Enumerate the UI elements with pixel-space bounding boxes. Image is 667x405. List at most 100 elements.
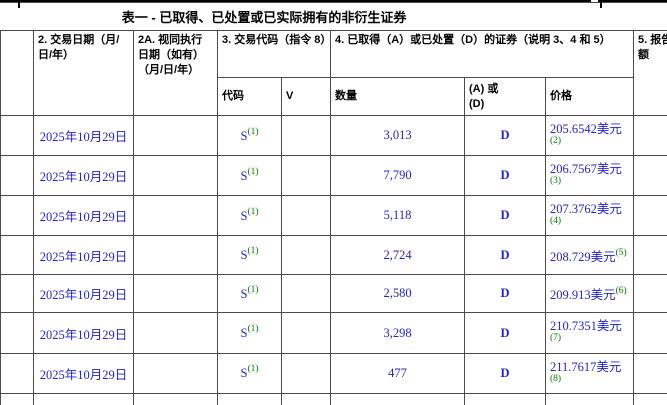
footnote-ref[interactable]: (8)	[550, 373, 562, 384]
transaction-date-value: 2025年10月29日	[33, 155, 134, 197]
transaction-date-value	[33, 392, 134, 405]
price-text: 205.6542美元	[550, 122, 622, 136]
deemed-date-value	[133, 235, 218, 275]
header-owned-after: 5. 报告交易后实际拥有的证券数额	[632, 30, 667, 116]
price-text: 209.913美元	[550, 288, 616, 303]
table-title-row: 表一 - 已取得、已处置或已实际拥有的非衍生证券	[0, 2, 667, 31]
price-text: 206.7567美元	[550, 162, 622, 177]
footnote-ref[interactable]: (3)	[550, 176, 562, 187]
table-row: 2025年10月29日 S(1) 2,580 D 209.913美元(6)	[0, 273, 667, 314]
cell-col1b	[0, 155, 34, 197]
amount-value	[330, 392, 465, 405]
cell-col1b	[0, 392, 34, 405]
a-or-d-value: D	[464, 155, 546, 197]
v-value	[281, 235, 331, 275]
price-value: 210.7351美元(7)	[545, 312, 634, 354]
amount-value: 7,790	[330, 155, 465, 197]
cell-col1b	[0, 312, 34, 354]
footnote-ref[interactable]: (1)	[247, 206, 259, 217]
previous-table-border-right	[598, 0, 667, 2]
owned-after-value	[632, 392, 667, 405]
cell-col1b	[0, 114, 34, 157]
footnote-ref[interactable]: (1)	[247, 166, 259, 177]
transaction-code-value: S(1)	[217, 352, 282, 394]
price-value: 211.7617美元(8)	[545, 352, 634, 394]
footnote-ref[interactable]: (5)	[615, 247, 627, 258]
table-row: 2025年10月29日 S(1) 2,724 D 208.729美元(5)	[0, 235, 667, 275]
footnote-ref[interactable]: (6)	[615, 286, 627, 297]
transaction-code-value: S(1)	[217, 312, 282, 354]
transaction-code-value: S(1)	[217, 273, 282, 314]
footnote-ref[interactable]: (1)	[247, 126, 259, 137]
transaction-date-value: 2025年10月29日	[33, 352, 134, 394]
footnote-ref[interactable]: (4)	[550, 216, 562, 227]
transaction-code-value: S(1)	[217, 195, 282, 237]
price-value: 208.729美元(5)	[545, 235, 634, 275]
cell-col1b	[0, 352, 34, 394]
subheader-code: 代码	[217, 77, 282, 116]
transaction-date-value: 2025年10月29日	[33, 235, 134, 275]
deemed-date-value	[133, 312, 218, 354]
v-value	[281, 155, 331, 197]
v-value	[281, 195, 331, 237]
a-or-d-value: D	[464, 352, 546, 394]
transaction-code-value: S(1)	[217, 235, 282, 275]
header-transaction-code: 3. 交易代码（指令 8）	[217, 30, 331, 78]
deemed-date-value	[133, 195, 218, 237]
owned-after-value	[632, 114, 667, 157]
price-value: 209.913美元(6)	[545, 273, 634, 314]
previous-table-column-tick	[18, 0, 20, 8]
footnote-ref[interactable]: (1)	[247, 364, 259, 375]
cell-col1b	[0, 195, 34, 237]
a-or-d-value: D	[464, 273, 546, 314]
a-or-d-value: D	[464, 235, 546, 275]
deemed-date-value	[133, 155, 218, 197]
transaction-code-value: S(1)	[217, 155, 282, 197]
header-acquired-disposed: 4. 已取得（A）或已处置（D）的证券（说明 3、4 和 5）	[330, 30, 634, 78]
previous-table-border-left	[0, 0, 591, 2]
footnote-ref[interactable]: (1)	[247, 246, 259, 257]
code-letter: S	[240, 168, 248, 183]
footnote-ref[interactable]: (1)	[247, 284, 259, 295]
table-row: 2025年10月29日 S(1) 5,118 D 207.3762美元(4)	[0, 195, 667, 237]
owned-after-value	[632, 312, 667, 354]
subheader-v: V	[281, 77, 331, 116]
amount-value: 2,580	[330, 273, 465, 314]
owned-after-value	[632, 195, 667, 237]
price-text: 208.729美元	[550, 249, 616, 264]
footnote-ref[interactable]: (7)	[550, 333, 562, 344]
v-value	[281, 392, 331, 405]
subheader-a-or-d: (A) 或 (D)	[464, 77, 546, 116]
price-value	[545, 392, 634, 405]
a-or-d-value	[464, 392, 546, 405]
table-row: 2025年10月29日 S(1) 3,013 D 205.6542美元(2)	[0, 114, 667, 157]
deemed-date-value	[133, 352, 218, 394]
footnote-ref[interactable]: (2)	[550, 136, 562, 146]
table-row: 2025年10月29日 S(1) 477 D 211.7617美元(8)	[0, 352, 667, 394]
a-or-d-value: D	[464, 114, 546, 157]
header-row: 2. 交易日期（月/日/年） 2A. 视同执行日期（如有）（月/日/年） 3. …	[0, 30, 667, 116]
price-text: 211.7617美元	[550, 359, 622, 374]
transaction-date-value: 2025年10月29日	[33, 312, 134, 354]
table-row: 2025年10月29日 S(1) 3,298 D 210.7351美元(7)	[0, 312, 667, 354]
owned-after-value	[632, 235, 667, 275]
a-or-d-value: D	[464, 312, 546, 354]
owned-after-value	[632, 273, 667, 314]
subheader-amount: 数量	[330, 77, 465, 116]
v-value	[281, 352, 331, 394]
subheader-row: 代码 V 数量 (A) 或 (D) 价格	[0, 77, 667, 116]
price-value: 206.7567美元(3)	[545, 155, 634, 197]
transaction-date-value: 2025年10月29日	[33, 273, 134, 314]
v-value	[281, 273, 331, 314]
deemed-date-value	[133, 273, 218, 314]
price-text: 210.7351美元	[550, 319, 622, 334]
footnote-ref[interactable]: (1)	[247, 323, 259, 334]
header-deemed-execution-date: 2A. 视同执行日期（如有）（月/日/年）	[133, 30, 218, 116]
header-col1b-empty	[0, 30, 34, 116]
table-row: 2025年10月29日 S(1) 7,790 D 206.7567美元(3)	[0, 155, 667, 197]
previous-table-column-tick	[600, 0, 602, 8]
a-or-d-value: D	[464, 195, 546, 237]
